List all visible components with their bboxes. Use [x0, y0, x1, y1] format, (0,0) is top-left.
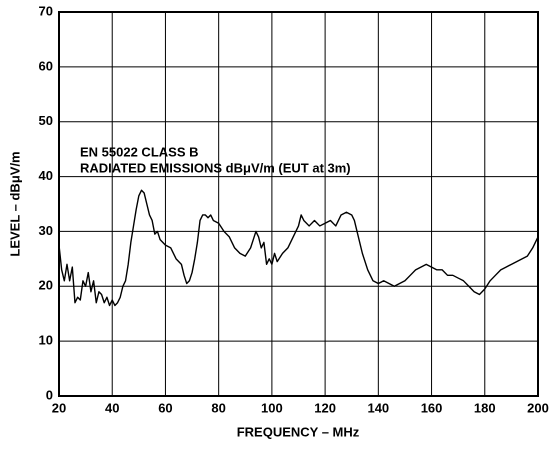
x-tick-label: 120 [314, 400, 336, 415]
annotation: EN 55022 CLASS B [80, 144, 199, 159]
y-tick-label: 50 [39, 113, 53, 128]
y-tick-label: 30 [39, 223, 53, 238]
y-tick-label: 40 [39, 168, 53, 183]
x-tick-label: 100 [261, 400, 283, 415]
y-axis-label: LEVEL – dBμV/m [7, 151, 22, 256]
x-tick-label: 200 [527, 400, 549, 415]
x-tick-label: 180 [474, 400, 496, 415]
x-tick-label: 60 [158, 400, 172, 415]
y-tick-label: 20 [39, 278, 53, 293]
data-line [58, 189, 539, 307]
x-tick-label: 20 [52, 400, 66, 415]
y-tick-label: 60 [39, 58, 53, 73]
x-tick-label: 80 [211, 400, 225, 415]
x-tick-label: 40 [105, 400, 119, 415]
x-axis-label: FREQUENCY – MHz [237, 424, 360, 439]
plot-frame [58, 11, 539, 397]
x-tick-label: 160 [421, 400, 443, 415]
y-tick-label: 10 [39, 333, 53, 348]
y-tick-label: 70 [39, 3, 53, 18]
annotation: RADIATED EMISSIONS dBμV/m (EUT at 3m) [80, 160, 351, 175]
x-tick-label: 140 [367, 400, 389, 415]
y-tick-label: 0 [46, 387, 53, 402]
